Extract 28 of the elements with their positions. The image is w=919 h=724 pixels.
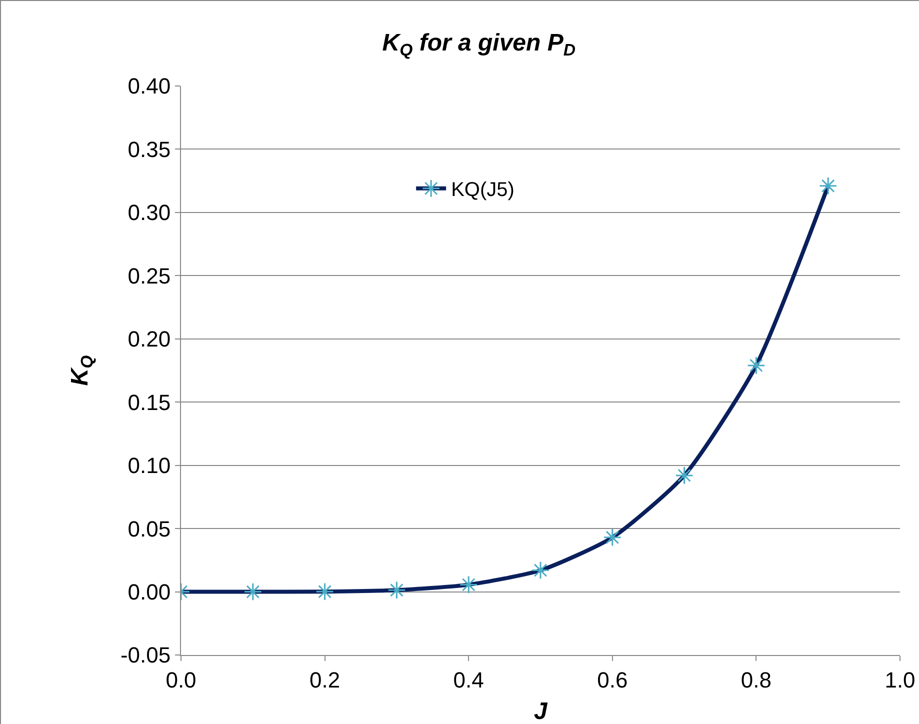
y-tick-label: 0.40 [128,74,171,99]
chart-title: K$_{Q}$ for a given P$_{D}$ [382,29,576,60]
point [459,576,478,594]
point [316,582,334,601]
point [675,466,694,485]
y-tick-label: 0.25 [128,263,171,288]
x-tick-label: 0.2 [310,667,340,692]
point [531,561,550,580]
point [388,580,406,600]
y-tick-label: 0.05 [128,516,171,542]
x-tick-label: 0.4 [453,667,484,692]
y-tick-label: 0.30 [128,200,171,226]
point [603,528,622,547]
y-tick-label: 0.35 [128,136,171,162]
y-tick-label: 0.10 [128,453,171,478]
x-tick-label: 0.6 [597,667,628,692]
y-tick-label: 0.00 [128,579,171,604]
x-tick-label: 0.0 [166,667,196,692]
legend-label: KQ(J5) [451,179,514,202]
point [747,356,766,375]
y-tick-label: 0.20 [128,326,171,352]
x-tick-label: 0.8 [740,667,772,692]
x-axis-title: J [534,698,548,724]
y-tick-label: -0.05 [120,642,171,668]
y-tick-label: 0.15 [128,390,171,415]
x-tick-label: 1.0 [884,667,916,692]
point [818,176,838,196]
point [244,582,262,601]
